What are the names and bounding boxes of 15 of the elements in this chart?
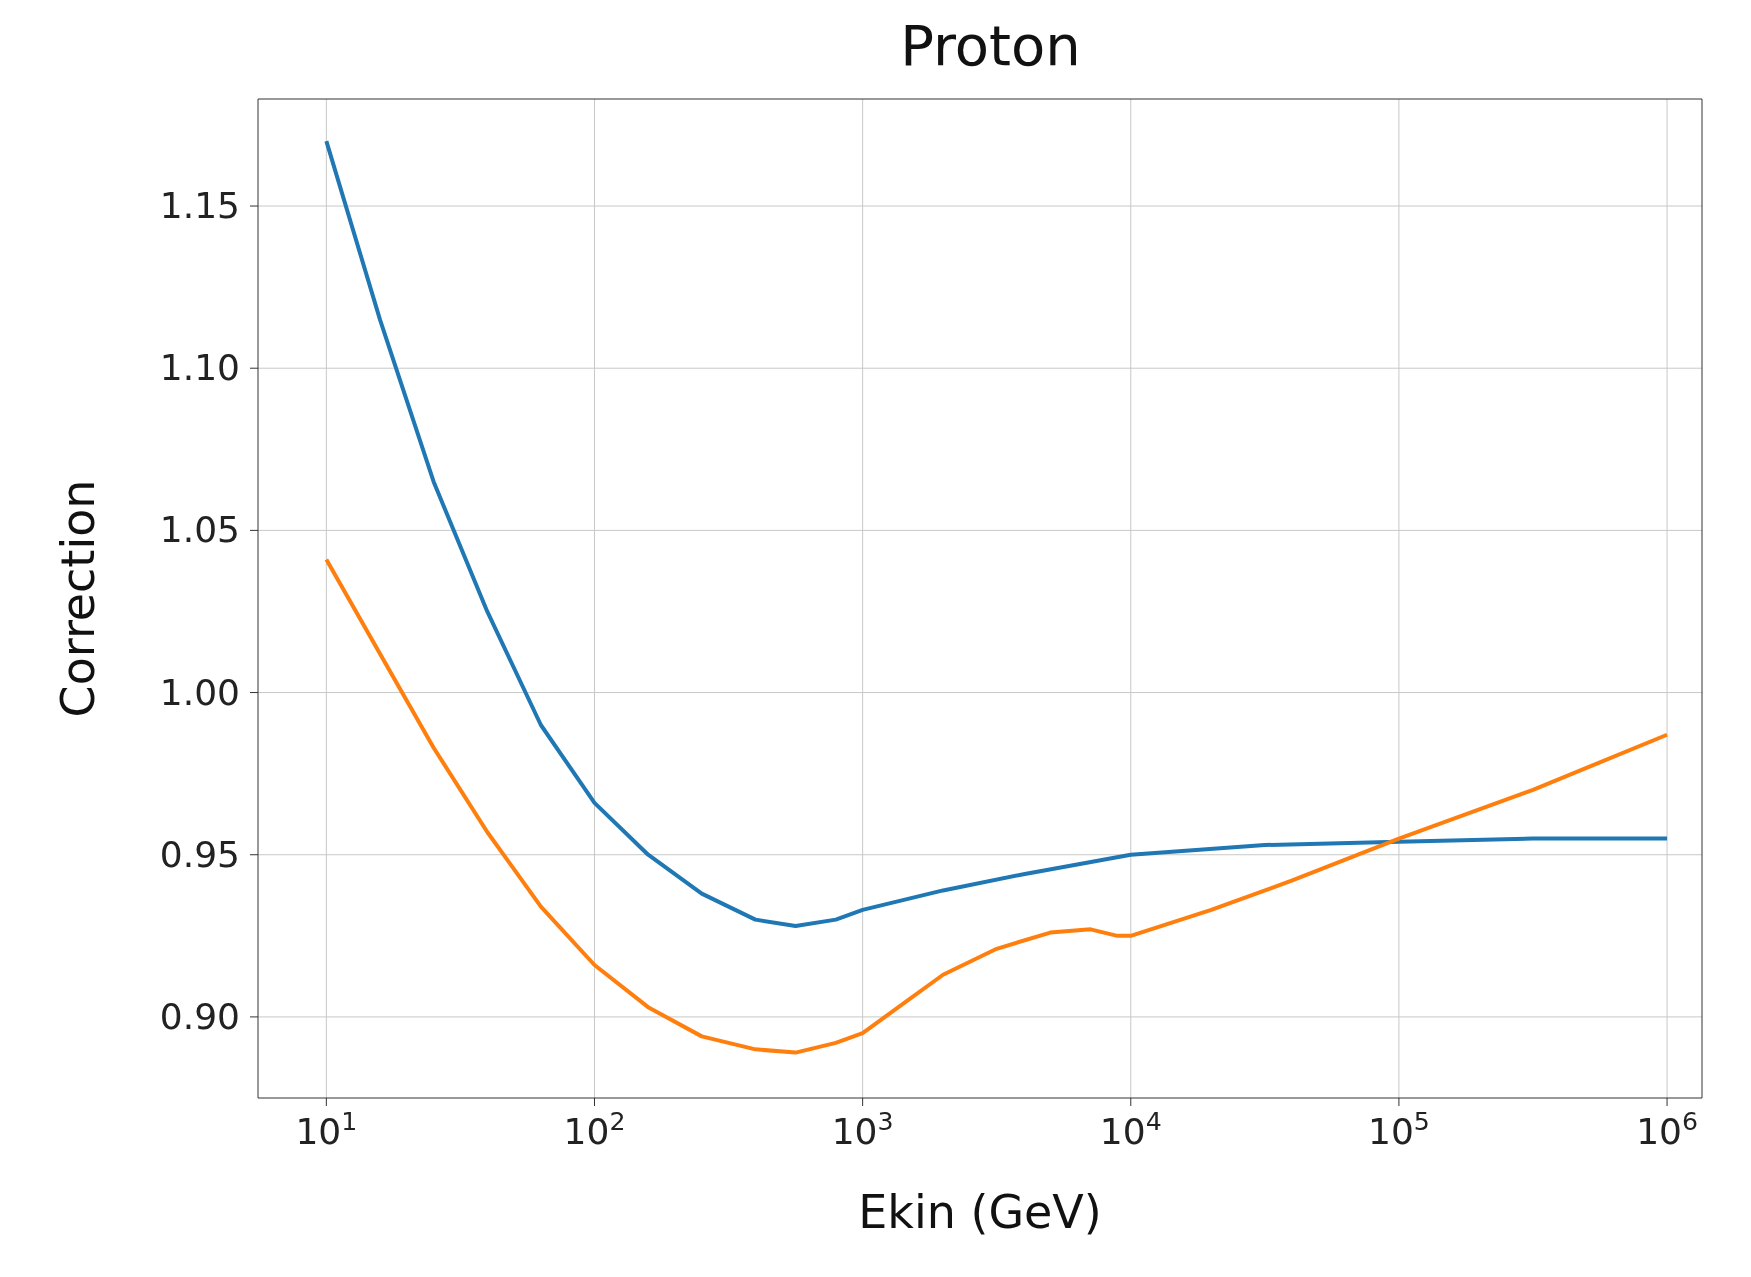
chart-title: Proton [899,13,1082,78]
y-tick-label: 1.00 [159,671,240,713]
x-tick-label: 10$^{1}$ [295,1106,358,1152]
x-tick-label: 10$^{5}$ [1367,1106,1430,1152]
y-tick-label: 1.05 [159,509,240,551]
x-tick-label: 10$^{6}$ [1636,1106,1698,1152]
y-tick-label: 0.90 [159,995,240,1037]
y-axis-title: Correction [51,479,106,718]
y-tick-label: 1.15 [159,185,240,227]
x-tick-label: 10$^{3}$ [831,1106,894,1152]
x-tick-label: 10$^{2}$ [563,1106,626,1152]
y-tick-label: 1.10 [159,347,240,389]
x-tick-label: 10$^{4}$ [1099,1106,1162,1152]
y-tick-label: 0.95 [159,833,240,875]
x-axis-title: Ekin (GeV) [858,1185,1102,1239]
